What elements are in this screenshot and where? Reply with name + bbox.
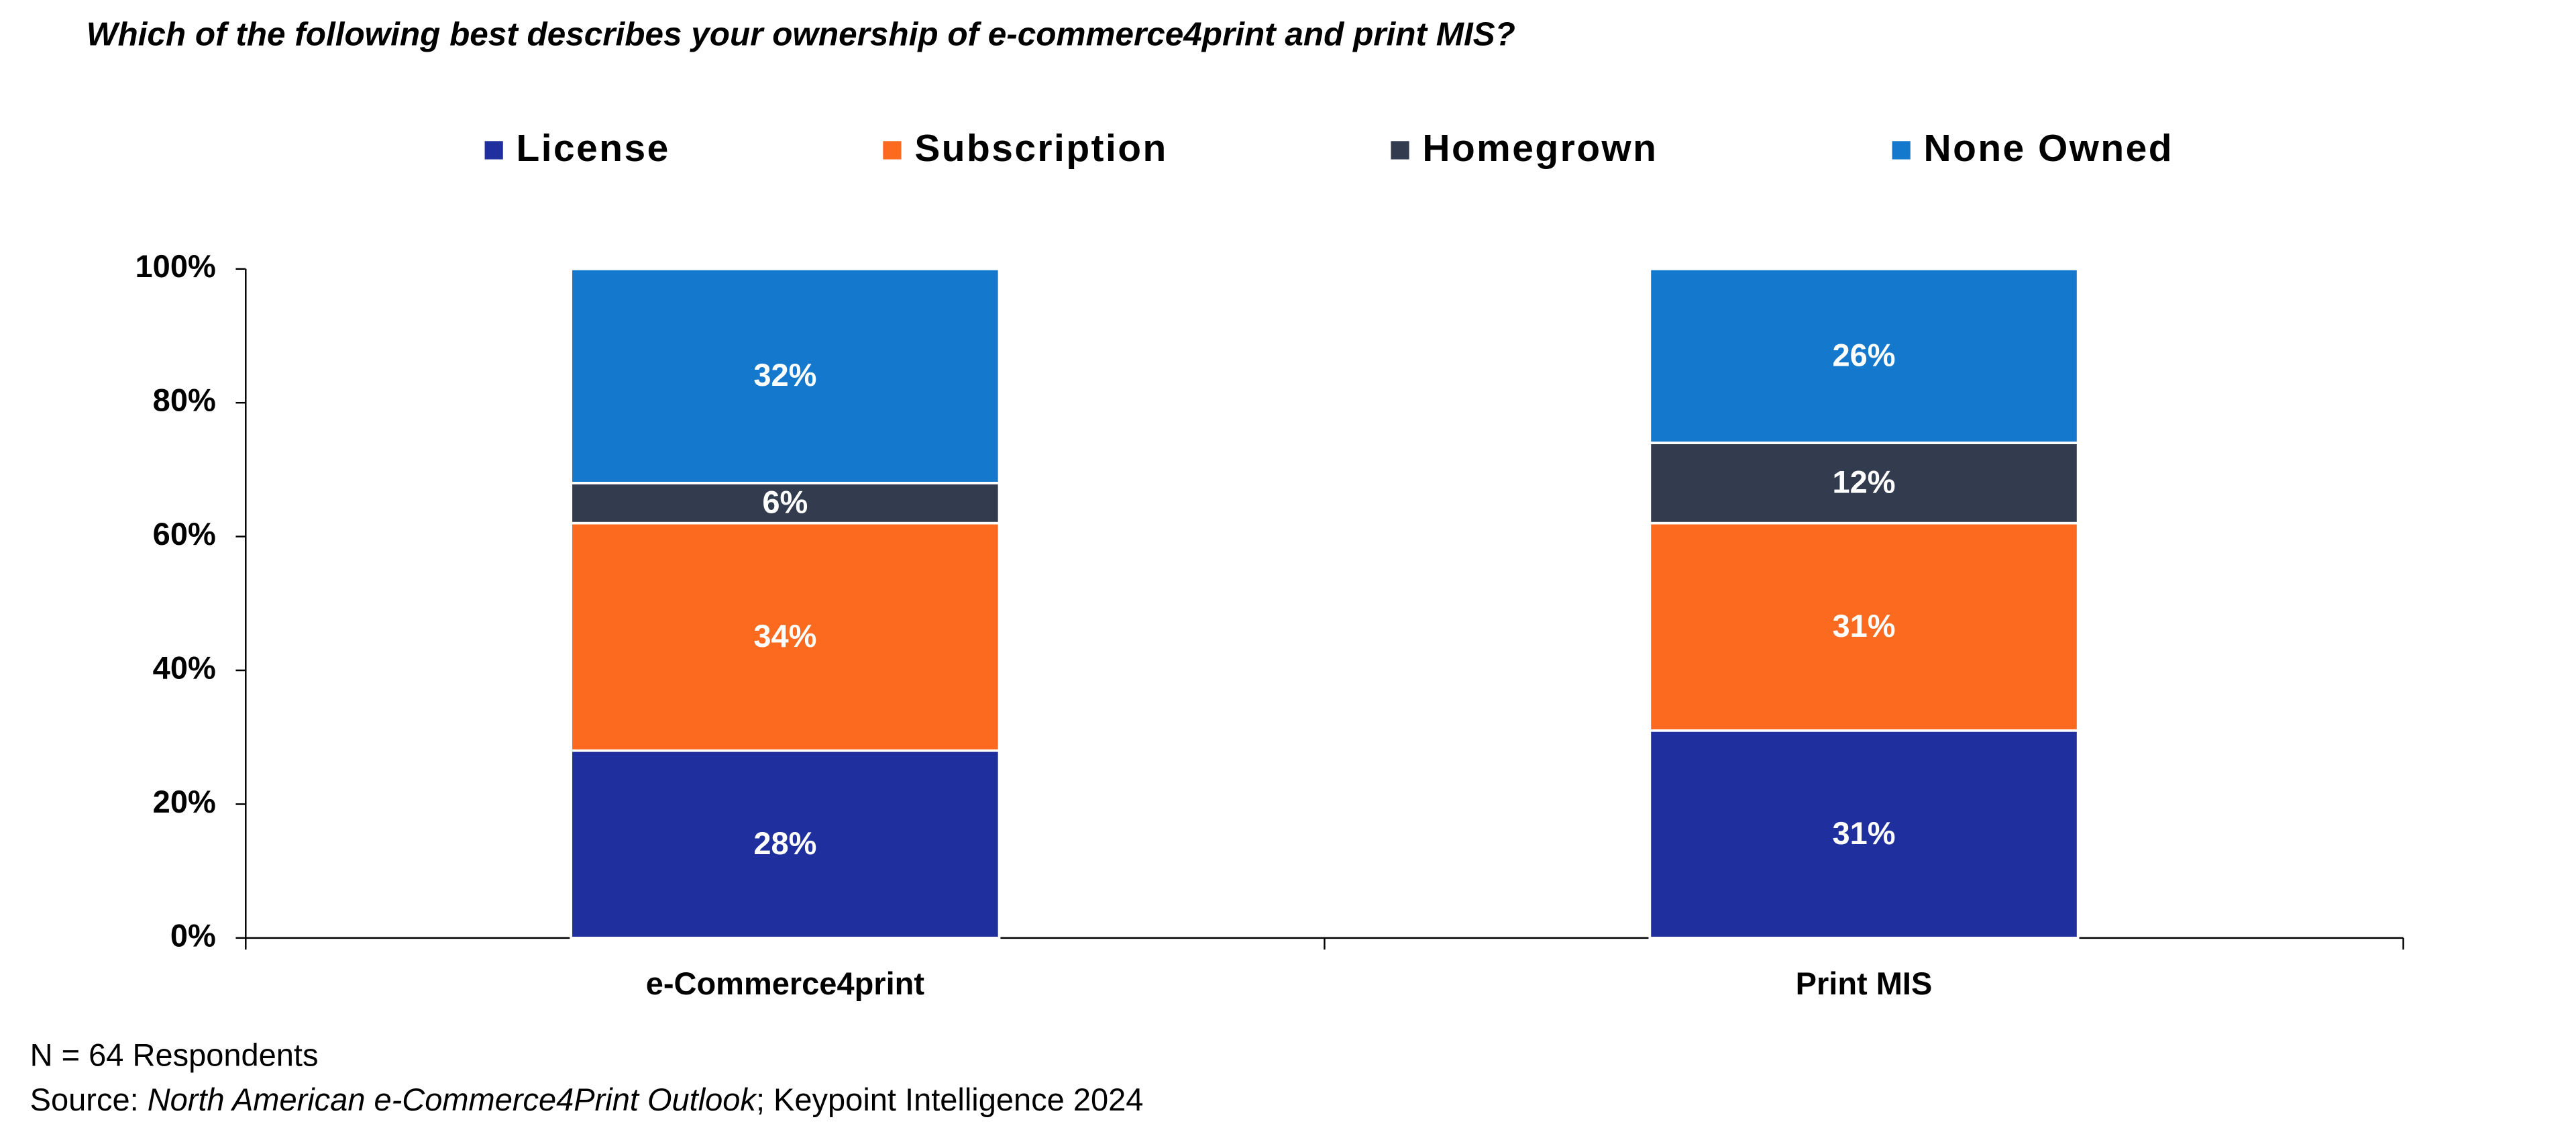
note: N = 64 Respondents (30, 1037, 319, 1072)
bar-segment (1648, 729, 2080, 939)
source-prefix: Source: (30, 1082, 148, 1117)
legend-label: License (517, 127, 670, 170)
legend-swatch (1391, 141, 1409, 160)
y-tick-label: 40% (153, 650, 216, 685)
value-label: 34% (753, 618, 816, 654)
legend-swatch (1892, 141, 1911, 160)
value-label: 28% (753, 825, 816, 861)
legend-swatch (883, 141, 902, 160)
value-label: 6% (762, 484, 808, 520)
source: Source: North American e-Commerce4Print … (30, 1082, 1144, 1117)
value-label: 12% (1832, 464, 1895, 500)
bar-segment (570, 481, 1001, 525)
legend-label: None Owned (1924, 127, 2174, 170)
y-tick-label: 20% (153, 784, 216, 819)
value-label: 32% (753, 357, 816, 393)
y-tick-label: 80% (153, 382, 216, 418)
bar-segment (570, 749, 1001, 939)
bar-segment (570, 267, 1001, 484)
x-tick-label: Print MIS (1796, 966, 1933, 1001)
y-tick-label: 0% (170, 917, 216, 953)
x-tick-label: e-Commerce4print (646, 966, 925, 1001)
legend-swatch (484, 141, 503, 160)
source-suffix: ; Keypoint Intelligence 2024 (756, 1082, 1143, 1117)
y-tick-label: 60% (153, 516, 216, 552)
legend-label: Subscription (914, 127, 1167, 170)
value-label: 26% (1832, 337, 1895, 372)
bar-segment (1648, 267, 2080, 444)
source-title: North American e-Commerce4Print Outlook (148, 1082, 758, 1117)
y-tick-label: 100% (136, 248, 216, 284)
chart-title: Which of the following best describes yo… (87, 16, 1515, 53)
legend-label: Homegrown (1422, 127, 1658, 170)
value-label: 31% (1832, 608, 1895, 643)
value-label: 31% (1832, 815, 1895, 851)
bar-segment (570, 521, 1001, 752)
